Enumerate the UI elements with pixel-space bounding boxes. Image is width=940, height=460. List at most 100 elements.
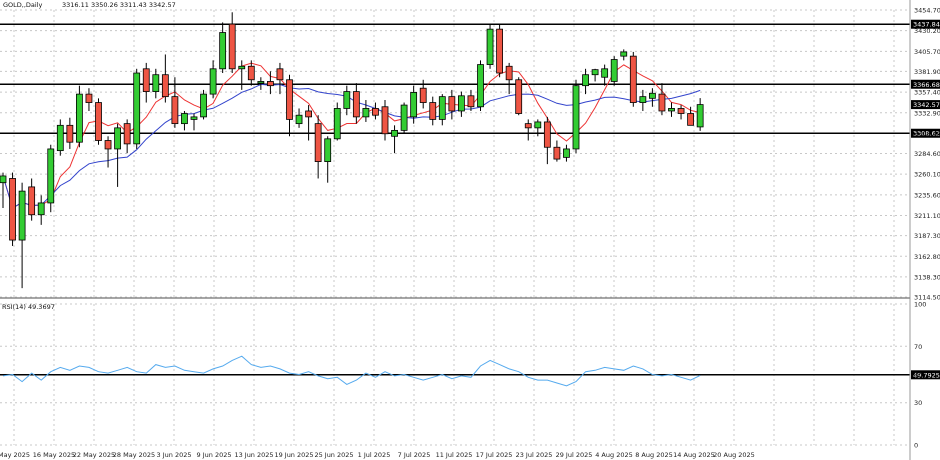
candle[interactable]	[9, 172, 16, 246]
candle[interactable]	[28, 178, 36, 221]
candle[interactable]	[228, 12, 236, 74]
candle[interactable]	[66, 117, 74, 149]
candle[interactable]	[238, 60, 246, 90]
candle[interactable]	[219, 22, 227, 74]
candle-body	[314, 123, 322, 162]
candle[interactable]	[553, 140, 561, 162]
candle-body	[37, 202, 45, 216]
candle[interactable]	[629, 51, 637, 107]
candle[interactable]	[95, 98, 102, 145]
rsi-tick-label: 30	[914, 399, 922, 407]
candle[interactable]	[56, 119, 64, 156]
candle[interactable]	[286, 74, 293, 137]
candle-body	[582, 74, 589, 87]
candle-body	[28, 186, 36, 216]
ma-fast-line	[2, 62, 701, 209]
rsi-line	[2, 355, 701, 387]
candle-body	[381, 106, 389, 135]
price-axis: 3454.70 3430.20 3405.70 3381.90 3357.40 3332.…	[909, 0, 940, 460]
chart-ohlc: 3316.11 3350.26 3311.43 3342.57	[62, 1, 176, 9]
candle[interactable]	[486, 24, 494, 69]
candle[interactable]	[391, 125, 398, 154]
candle[interactable]	[438, 94, 446, 126]
candle[interactable]	[181, 110, 188, 131]
candle[interactable]	[658, 83, 666, 116]
candle[interactable]	[76, 85, 83, 148]
candle[interactable]	[696, 98, 704, 131]
candle[interactable]	[247, 60, 255, 86]
candle[interactable]	[47, 144, 55, 213]
candle[interactable]	[0, 172, 7, 208]
candle[interactable]	[563, 144, 570, 162]
candle-body	[142, 68, 150, 92]
candle[interactable]	[85, 88, 93, 111]
candle-body	[95, 102, 102, 141]
time-tick-label: 13 Jun 2025	[234, 451, 273, 459]
candle-body	[238, 65, 246, 70]
level-price-label: 3366.68	[913, 81, 940, 89]
candle[interactable]	[362, 100, 370, 122]
candle[interactable]	[400, 102, 408, 134]
price-tick-label: 3357.40	[914, 89, 940, 97]
candle[interactable]	[381, 100, 389, 141]
candle[interactable]	[410, 85, 418, 124]
candle-body	[257, 81, 265, 84]
candle[interactable]	[448, 89, 456, 120]
candle[interactable]	[505, 62, 513, 95]
candle[interactable]	[190, 113, 198, 131]
level-price-tag	[911, 100, 940, 110]
candle[interactable]	[620, 49, 628, 61]
candle[interactable]	[333, 102, 341, 141]
candle[interactable]	[677, 105, 685, 120]
candle[interactable]	[429, 96, 437, 126]
candle[interactable]	[572, 79, 580, 154]
candle[interactable]	[114, 123, 121, 187]
candle[interactable]	[123, 119, 131, 154]
candle[interactable]	[18, 182, 26, 289]
candle[interactable]	[152, 68, 160, 99]
candle[interactable]	[515, 77, 523, 116]
candle[interactable]	[276, 62, 284, 95]
candle[interactable]	[610, 56, 618, 86]
candle[interactable]	[209, 60, 217, 99]
candle[interactable]	[467, 89, 475, 111]
candle[interactable]	[266, 71, 274, 95]
candle[interactable]	[314, 115, 322, 179]
price-tick-label: 3187.30	[914, 232, 940, 240]
candle[interactable]	[534, 119, 542, 137]
candle[interactable]	[257, 77, 265, 90]
candle[interactable]	[142, 62, 150, 103]
candle[interactable]	[171, 77, 179, 128]
candle[interactable]	[372, 102, 379, 120]
candle[interactable]	[639, 89, 647, 111]
candle[interactable]	[343, 85, 351, 116]
candle[interactable]	[457, 91, 465, 117]
candle[interactable]	[295, 108, 303, 128]
candle[interactable]	[305, 105, 313, 141]
candle[interactable]	[352, 83, 360, 124]
candle[interactable]	[543, 116, 551, 165]
candle[interactable]	[601, 64, 609, 86]
candle[interactable]	[104, 136, 112, 168]
candle[interactable]	[668, 102, 675, 117]
candle[interactable]	[37, 195, 45, 225]
price-tick-label: 3162.80	[914, 253, 940, 261]
candle[interactable]	[687, 106, 694, 126]
candle-body	[572, 85, 580, 150]
candle[interactable]	[419, 79, 427, 109]
candle[interactable]	[133, 68, 141, 149]
candle[interactable]	[324, 136, 332, 183]
candle[interactable]	[591, 68, 599, 82]
candle[interactable]	[496, 24, 504, 78]
candle[interactable]	[524, 119, 532, 141]
candle[interactable]	[477, 60, 484, 111]
candle[interactable]	[200, 89, 207, 120]
candle[interactable]	[649, 88, 656, 107]
candle[interactable]	[582, 68, 589, 95]
time-tick-label: 19 Jun 2025	[274, 451, 313, 459]
candle[interactable]	[161, 54, 169, 103]
candle-body	[133, 72, 141, 145]
